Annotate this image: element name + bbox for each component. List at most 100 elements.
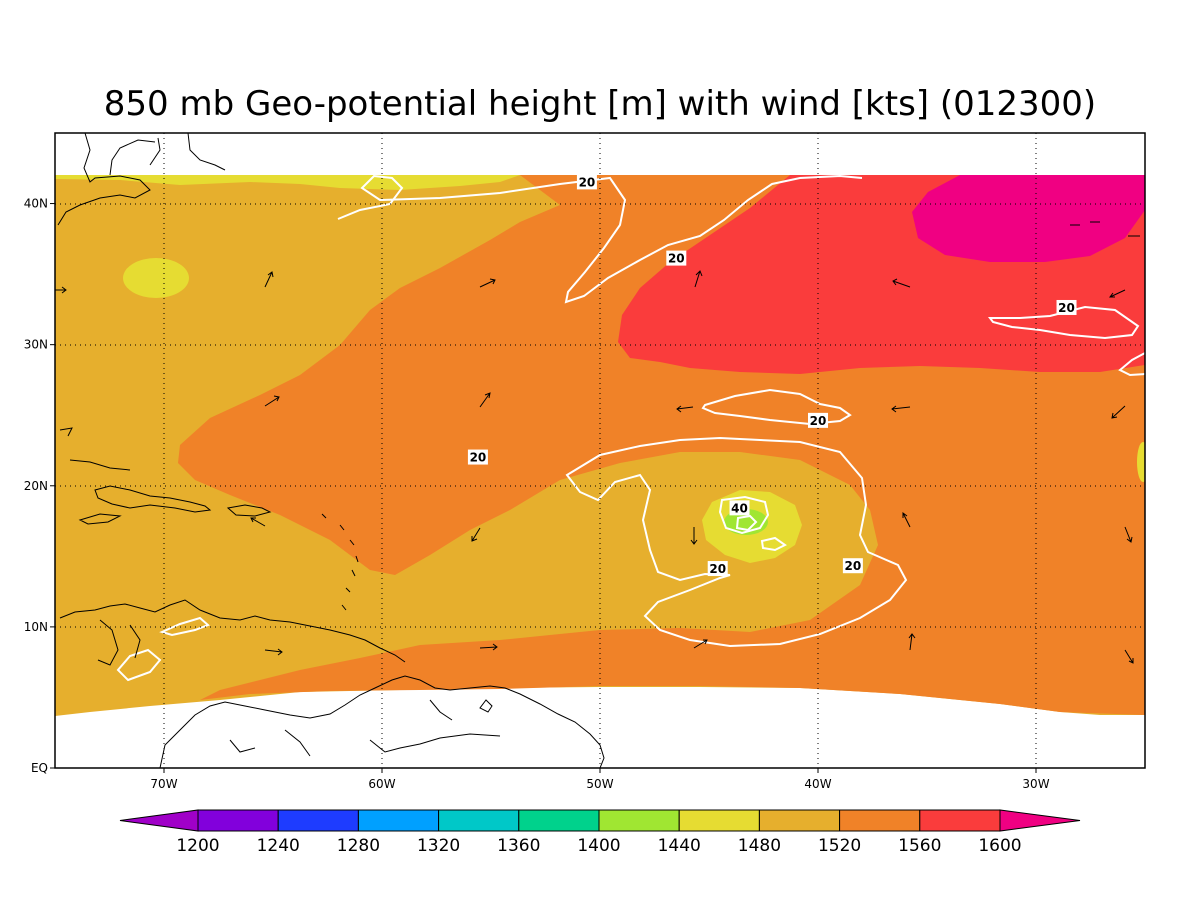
wind-contour-storm-small [760, 536, 787, 552]
colorbar-segment [518, 809, 600, 832]
wind-arrow [892, 278, 911, 288]
colorbar-label: 1280 [337, 836, 380, 856]
colorbar-segment [357, 809, 440, 832]
wind-contour-east-edge [1118, 352, 1145, 377]
contour-label: 20 [707, 561, 728, 577]
contour-label: 20 [1056, 299, 1077, 315]
contour-label: 20 [666, 250, 687, 266]
wind-arrow [264, 648, 283, 656]
wind-arrow [902, 512, 911, 528]
colorbar-segment [919, 809, 1001, 832]
wind-arrow [693, 639, 708, 649]
wind-contour-north [337, 174, 863, 304]
lat-tick-label: 30N [24, 338, 48, 352]
colorbar-label: 1520 [818, 836, 861, 856]
lon-tick-label: 40W [804, 777, 831, 791]
gridlines [55, 133, 1145, 768]
height-field-1480-east [1137, 442, 1145, 482]
wind-arrow [891, 405, 911, 413]
wind-contour-mid [701, 388, 852, 426]
lon-tick-label: 60W [368, 777, 395, 791]
colorbar-label: 1320 [417, 836, 460, 856]
wind-arrow [479, 643, 498, 651]
contour-label-text: 40 [731, 501, 748, 515]
wind-arrow [690, 527, 698, 545]
contour-label-text: 20 [810, 414, 827, 428]
colorbar-arrow-low [119, 809, 199, 832]
contour-label: 20 [842, 558, 863, 574]
wind-arrow [1124, 526, 1133, 543]
wind-vectors [55, 221, 1140, 664]
coast-south-america [159, 675, 605, 768]
colorbar-label: 1560 [898, 836, 941, 856]
contour-label: 40 [729, 500, 750, 516]
wind-arrow [1111, 405, 1126, 419]
colorbar-label: 1600 [978, 836, 1021, 856]
wind-arrow [908, 633, 916, 651]
colorbar-segment [197, 809, 279, 832]
lon-tick-label: 30W [1022, 777, 1049, 791]
wind-contour-west [159, 616, 210, 637]
colorbar: 1200 1240 1280 1320 1360 1400 1440 1480 1520 1560… [119, 809, 1081, 856]
contour-label-text: 20 [709, 562, 726, 576]
wind-arrow [471, 527, 481, 542]
height-field-1480-blob [123, 258, 189, 298]
height-field-1480-north [55, 175, 520, 190]
contour-label: 20 [467, 449, 488, 465]
contour-labels: 20 20 20 20 20 40 20 20 [467, 174, 1077, 577]
wind-arrow [676, 405, 694, 413]
wind-speed-contours [116, 174, 1145, 682]
lat-tick-label: 20N [24, 479, 48, 493]
wind-arrow [264, 271, 274, 288]
colorbar-segment [277, 809, 359, 832]
wind-arrow [264, 395, 280, 407]
contour-label-box [467, 449, 488, 465]
wind-contour-storm-inner [718, 495, 770, 535]
coast-lesser-antilles [321, 513, 359, 611]
colorbar-label: 1200 [176, 836, 219, 856]
contour-label-box [842, 558, 863, 574]
coast-greater-antilles [59, 427, 272, 525]
contour-label-box [666, 250, 687, 266]
colorbar-segment [839, 809, 921, 832]
lon-tick-label: 50W [586, 777, 613, 791]
wind-arrow [479, 392, 491, 408]
colorbar-segment [758, 809, 841, 832]
contour-label-box [707, 561, 728, 577]
contour-label-text: 20 [845, 559, 862, 573]
lat-tick-label: 40N [24, 197, 48, 211]
wind-arrow [1070, 221, 1140, 237]
wind-arrow [250, 517, 266, 527]
colorbar-label: 1360 [497, 836, 540, 856]
map-plot-area: 20 20 20 20 20 40 20 20 [55, 133, 1145, 768]
wind-contour-storm-core [735, 514, 758, 532]
colorbar-label: 1480 [738, 836, 781, 856]
axis-labels: 70W 60W 50W 40W 30W EQ 10N 20N 30N 40N [24, 197, 1050, 791]
wind-contour-east [988, 305, 1140, 340]
colorbar-label: 1440 [658, 836, 701, 856]
contour-label-text: 20 [470, 451, 487, 465]
contour-label: 20 [576, 174, 597, 190]
contour-label-box [808, 412, 828, 428]
lat-tick-label: 10N [24, 620, 48, 634]
wind-arrow [1124, 649, 1134, 664]
lat-tick-label: EQ [31, 761, 48, 775]
colorbar-segment [598, 809, 680, 832]
wind-arrow [479, 278, 496, 288]
wind-contour-southwest [116, 648, 162, 682]
wind-arrow [55, 286, 67, 294]
coast-north-america [57, 133, 226, 226]
colorbar-segment [678, 809, 760, 832]
contour-label-text: 20 [668, 252, 685, 266]
lon-tick-label: 70W [150, 777, 177, 791]
contour-label-box [1056, 299, 1077, 315]
coastlines [57, 133, 605, 768]
contour-label-text: 20 [579, 175, 596, 189]
wind-arrow [1109, 289, 1126, 298]
contour-label: 20 [808, 412, 828, 428]
contour-label-text: 20 [1058, 301, 1075, 315]
height-field-above-1600 [912, 175, 1145, 262]
contour-label-box [729, 500, 750, 516]
wind-contour-storm-outer [565, 436, 908, 648]
